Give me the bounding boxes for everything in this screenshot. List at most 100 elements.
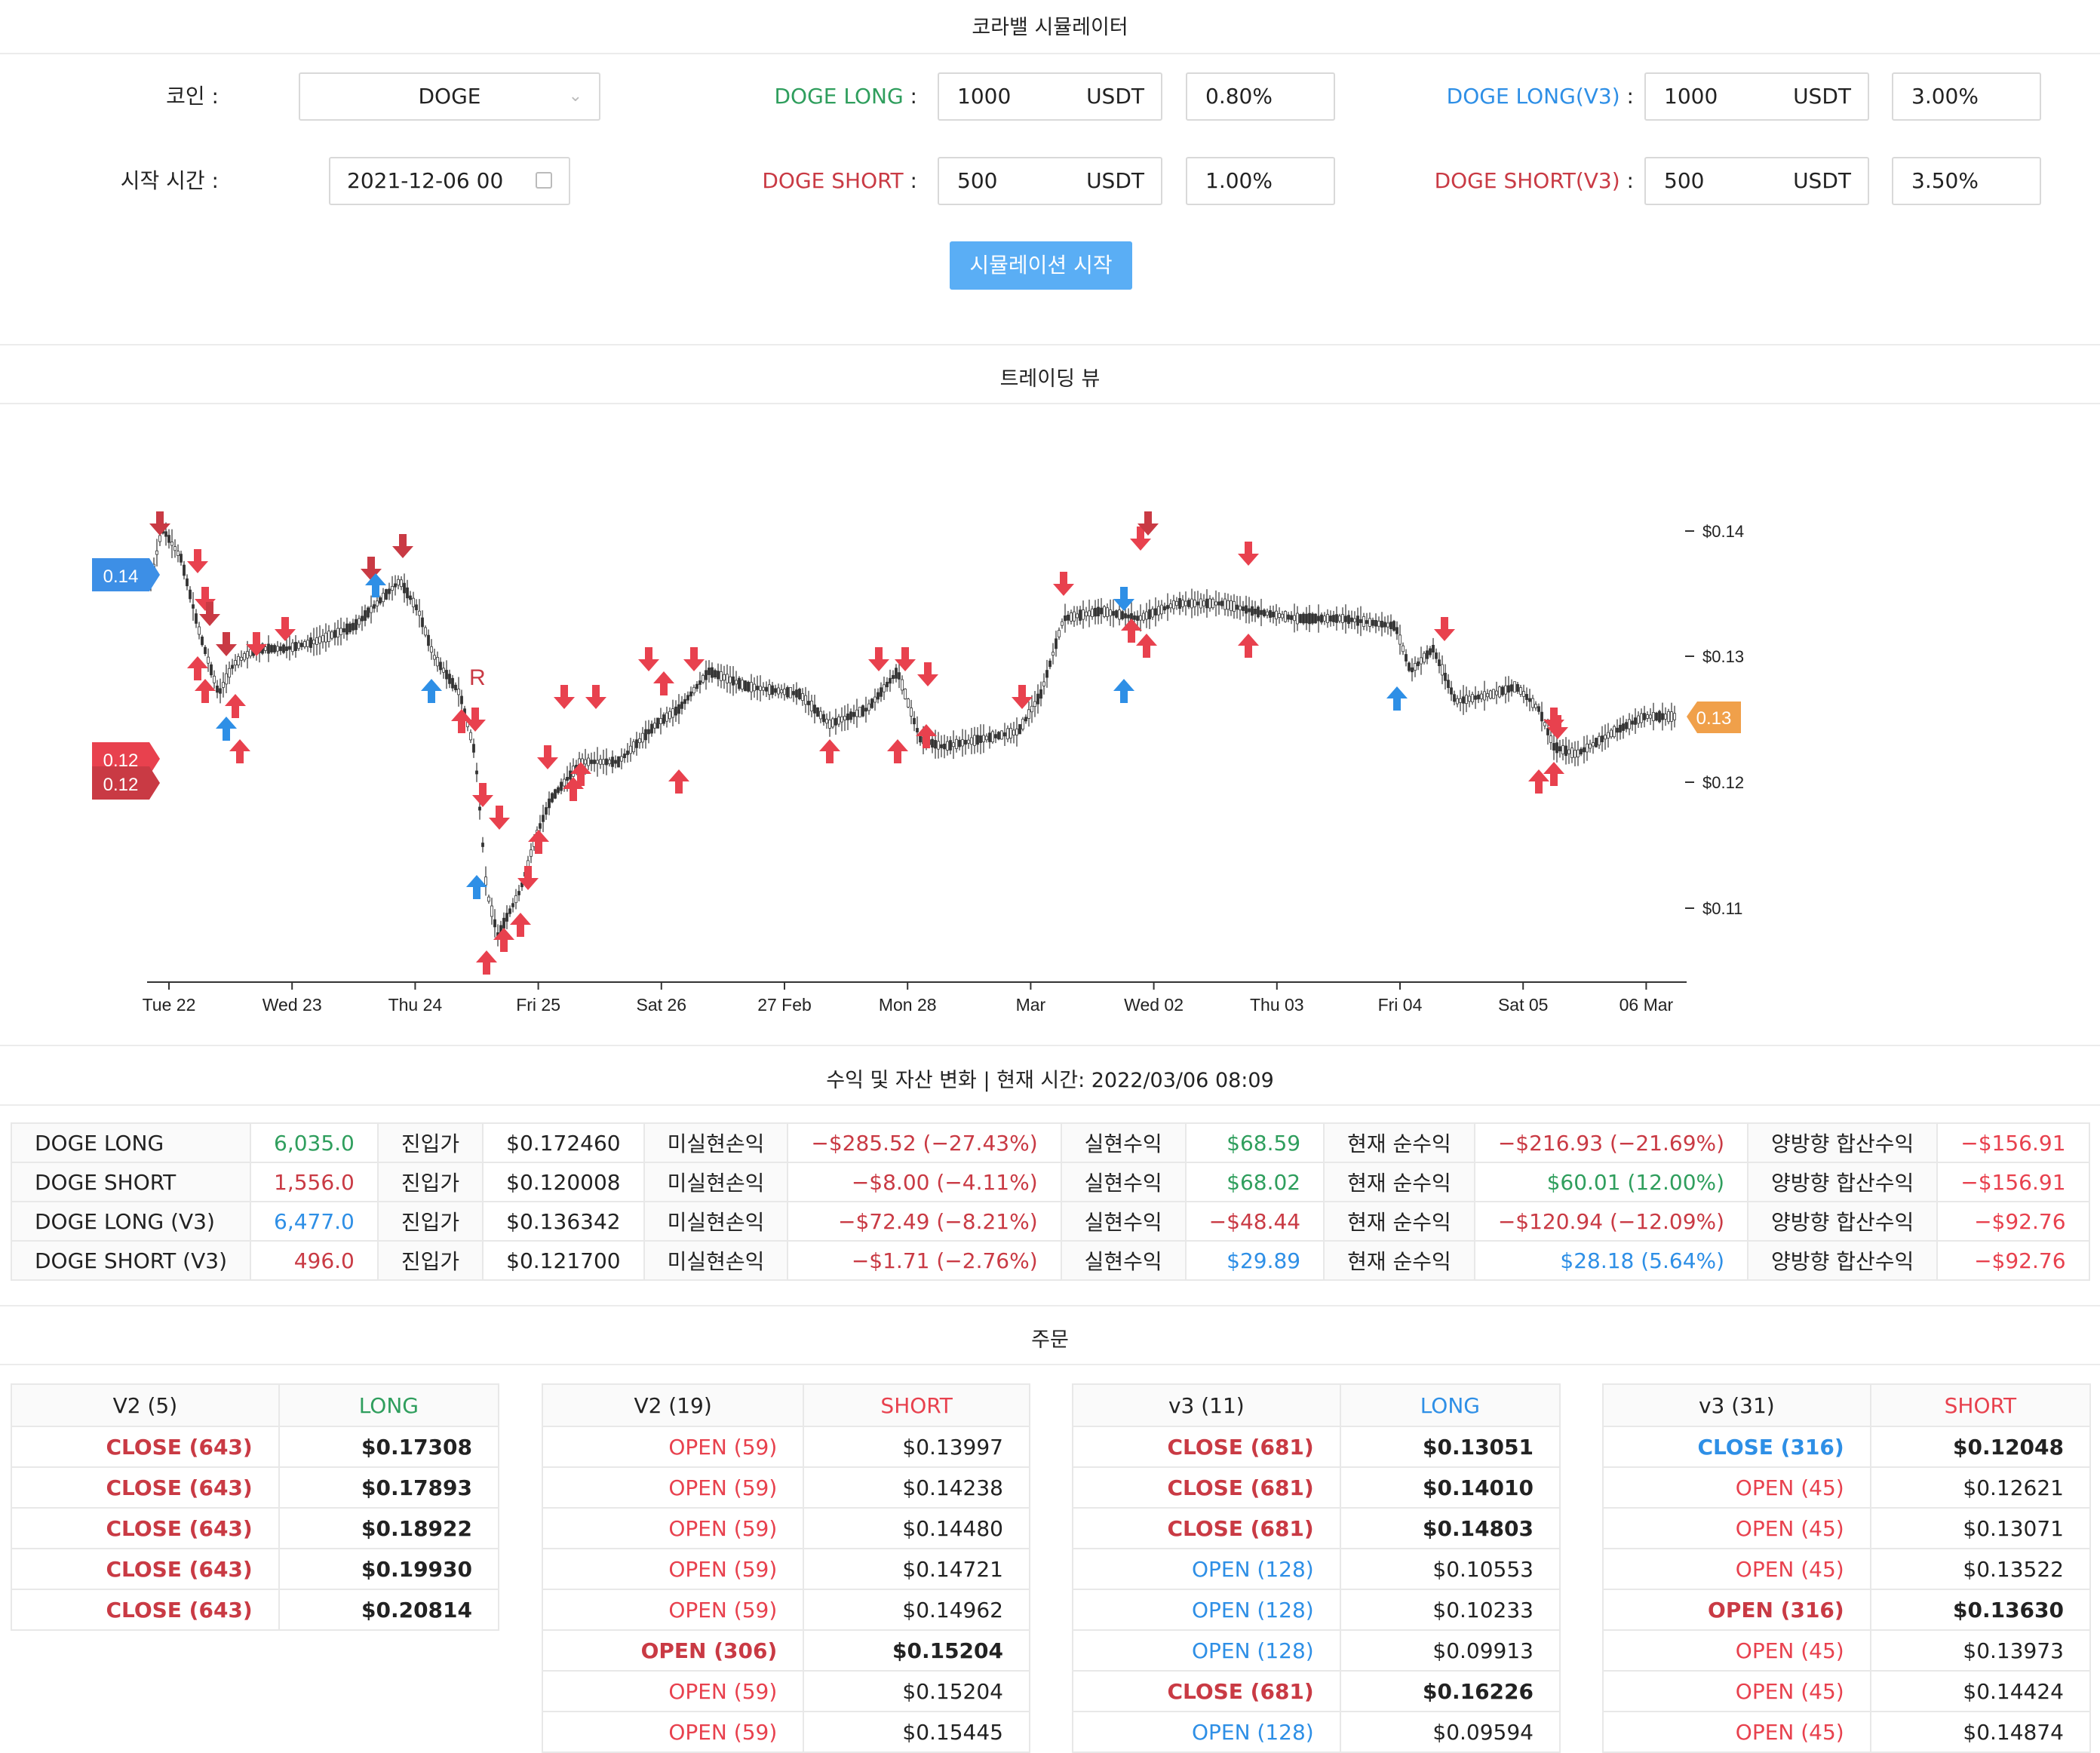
price-chart[interactable]: Tue 22 Wed 23 Thu 24 Fri 25 Sat 26 27 Feb Mon …	[0, 407, 2100, 1026]
coin-select[interactable]: DOGE ⌄	[299, 72, 600, 121]
candle-body	[276, 646, 279, 652]
long-v3-pct-input[interactable]: 3.00%	[1892, 72, 2041, 121]
candle-body	[889, 677, 892, 684]
order-row[interactable]: OPEN (316) $0.13630	[1602, 1589, 2092, 1631]
short-v3-amount-input[interactable]: 500 USDT	[1644, 157, 1869, 205]
candle-body	[985, 735, 988, 741]
order-row[interactable]: OPEN (45) $0.13071	[1602, 1507, 2092, 1549]
candle-body	[158, 535, 161, 542]
long-v3-amount-input[interactable]: 1000 USDT	[1644, 72, 1869, 121]
buy-arrow-marker	[1113, 679, 1134, 703]
candle-body	[478, 806, 481, 811]
candle-body	[1100, 607, 1103, 615]
candle-body	[1142, 612, 1145, 621]
candle-body	[846, 713, 849, 720]
candle-body	[1423, 652, 1426, 663]
order-row[interactable]: OPEN (59) $0.13997	[541, 1426, 1030, 1468]
candle-body	[475, 770, 478, 775]
order-row[interactable]: OPEN (45) $0.13973	[1602, 1629, 2092, 1672]
profit-cell-total-label: 양방향 합산수익	[1747, 1122, 1939, 1163]
candle-body	[243, 653, 246, 661]
order-row[interactable]: OPEN (45) $0.12621	[1602, 1466, 2092, 1509]
candle-body	[394, 583, 397, 588]
candle-body	[167, 535, 170, 543]
order-row[interactable]: OPEN (45) $0.14424	[1602, 1670, 2092, 1712]
candle-body	[1223, 598, 1227, 610]
order-row[interactable]: OPEN (128) $0.10553	[1072, 1548, 1561, 1590]
time-axis-label: Mon 28	[879, 995, 937, 1015]
candle-body	[1580, 748, 1583, 755]
order-row[interactable]: OPEN (59) $0.14721	[541, 1548, 1030, 1590]
candle-body	[1027, 709, 1030, 719]
long-v3-amount-value: 1000	[1664, 84, 1718, 109]
buy-arrow-marker	[563, 777, 584, 801]
order-row[interactable]: OPEN (45) $0.14874	[1602, 1711, 2092, 1753]
start-simulation-button[interactable]: 시뮬레이션 시작	[950, 241, 1132, 290]
orders-table-head: v3 (11)	[1072, 1383, 1341, 1427]
candle-body	[1030, 705, 1033, 713]
order-action: OPEN (59)	[541, 1466, 805, 1509]
order-row[interactable]: CLOSE (681) $0.14803	[1072, 1507, 1561, 1549]
candle-body	[837, 716, 840, 725]
candle-body	[1178, 597, 1181, 609]
candle-body	[376, 600, 379, 606]
candle-body	[1525, 694, 1528, 700]
order-row[interactable]: CLOSE (643) $0.19930	[11, 1548, 500, 1590]
order-row[interactable]: CLOSE (681) $0.13051	[1072, 1426, 1561, 1468]
short-pct-input[interactable]: 1.00%	[1186, 157, 1335, 205]
candle-body	[895, 668, 898, 679]
candle-body	[1516, 683, 1519, 692]
candle-body	[961, 739, 964, 747]
order-row[interactable]: OPEN (59) $0.14480	[541, 1507, 1030, 1549]
order-row[interactable]: CLOSE (643) $0.17893	[11, 1466, 500, 1509]
sell-arrow-marker	[868, 647, 889, 671]
candle-body	[1432, 644, 1435, 653]
long-amount-input[interactable]: 1000 USDT	[938, 72, 1162, 121]
long-pct-input[interactable]: 0.80%	[1186, 72, 1335, 121]
candle-body	[1429, 648, 1432, 655]
order-price: $0.14721	[803, 1548, 1030, 1590]
candle-body	[795, 689, 798, 698]
profit-cell-entry-label: 진입가	[376, 1122, 484, 1163]
profit-cell-net: −$120.94 (−12.09%)	[1473, 1201, 1749, 1242]
order-row[interactable]: CLOSE (681) $0.16226	[1072, 1670, 1561, 1712]
short-amount-input[interactable]: 500 USDT	[938, 157, 1162, 205]
candle-body	[1570, 748, 1573, 758]
order-row[interactable]: CLOSE (681) $0.14010	[1072, 1466, 1561, 1509]
order-row[interactable]: CLOSE (316) $0.12048	[1602, 1426, 2092, 1468]
candle-body	[738, 677, 741, 689]
svg-text:0.14: 0.14	[103, 566, 139, 587]
buy-arrow-marker	[570, 762, 591, 786]
candle-body	[934, 740, 937, 749]
order-row[interactable]: OPEN (128) $0.09594	[1072, 1711, 1561, 1753]
order-row[interactable]: OPEN (59) $0.14238	[541, 1466, 1030, 1509]
candle-body	[1233, 600, 1236, 612]
buy-arrow-marker	[476, 950, 497, 975]
candle-body	[551, 793, 554, 803]
candle-body	[786, 686, 789, 698]
candle-body	[155, 550, 158, 555]
candle-body	[991, 731, 994, 743]
short-v3-pct-input[interactable]: 3.50%	[1892, 157, 2041, 205]
candle-body	[1383, 622, 1386, 628]
start-date-picker[interactable]: 2021-12-06 00	[329, 157, 570, 205]
order-row[interactable]: CLOSE (643) $0.17308	[11, 1426, 500, 1468]
order-price: $0.14874	[1869, 1711, 2092, 1753]
order-row[interactable]: CLOSE (643) $0.18922	[11, 1507, 500, 1549]
candle-body	[198, 626, 201, 635]
order-row[interactable]: OPEN (128) $0.09913	[1072, 1629, 1561, 1672]
candle-body	[1281, 613, 1284, 619]
buy-arrow-marker	[1238, 634, 1259, 658]
order-row[interactable]: OPEN (59) $0.14962	[541, 1589, 1030, 1631]
order-row[interactable]: CLOSE (643) $0.20814	[11, 1589, 500, 1631]
order-row[interactable]: OPEN (59) $0.15445	[541, 1711, 1030, 1753]
short-pct-value: 1.00%	[1205, 168, 1273, 193]
candle-body	[898, 672, 901, 680]
order-row[interactable]: OPEN (59) $0.15204	[541, 1670, 1030, 1712]
order-row[interactable]: OPEN (128) $0.10233	[1072, 1589, 1561, 1631]
candle-body	[656, 717, 659, 729]
order-action: CLOSE (643)	[11, 1426, 280, 1468]
order-row[interactable]: OPEN (306) $0.15204	[541, 1629, 1030, 1672]
candle-body	[1242, 606, 1245, 611]
order-row[interactable]: OPEN (45) $0.13522	[1602, 1548, 2092, 1590]
